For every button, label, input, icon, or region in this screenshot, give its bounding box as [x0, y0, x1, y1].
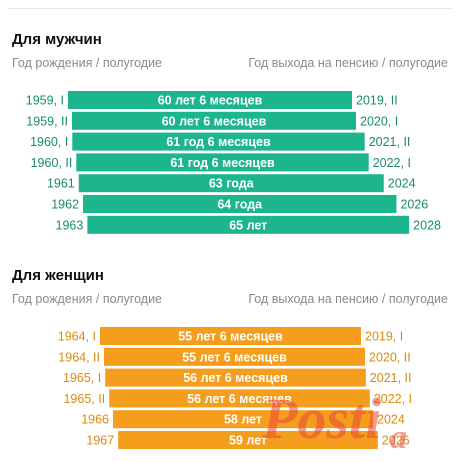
men-birth-year: 1959, I: [26, 94, 64, 108]
men-birth-year: 1963: [56, 218, 84, 232]
svg-text:a: a: [390, 419, 407, 456]
women-bar: [118, 431, 378, 449]
men-birth-year: 1961: [47, 177, 75, 191]
women-birth-year: 1965, I: [63, 371, 101, 385]
watermark-logo: Posti a: [261, 386, 407, 456]
svg-text:Posti: Posti: [261, 386, 381, 451]
men-bar: [83, 195, 397, 213]
women-birth-year: 1964, I: [58, 330, 96, 344]
women-bar-label: 55 лет 6 месяцев: [182, 350, 287, 364]
men-bar-label: 61 год 6 месяцев: [170, 156, 275, 170]
women-bar-label: 59 лет: [229, 434, 267, 448]
men-bar: [72, 132, 365, 151]
women-bar-label: 58 лет: [224, 413, 262, 427]
men-birth-year: 1960, II: [31, 156, 73, 170]
men-retirement-year: 2022, I: [373, 156, 411, 170]
women-retirement-header: Год выхода на пенсию / полугодие: [248, 292, 448, 306]
men-bar: [76, 153, 369, 172]
women-birth-year: 1966: [81, 413, 109, 427]
women-birth-header: Год рождения / полугодие: [12, 292, 162, 306]
women-retirement-year: 2021, II: [370, 371, 412, 385]
women-bar: [109, 389, 370, 408]
women-bar: [100, 327, 361, 345]
women-bar: [104, 347, 365, 366]
women-retirement-year: 2020, II: [369, 350, 411, 364]
men-bar-label: 61 год 6 месяцев: [166, 135, 271, 149]
women-retirement-year: 2022, I: [374, 392, 412, 406]
men-birth-header: Год рождения / полугодие: [12, 56, 162, 70]
men-bar: [87, 215, 410, 234]
women-bar-label: 56 лет 6 месяцев: [183, 371, 288, 385]
men-birth-year: 1959, II: [26, 114, 68, 128]
men-retirement-header: Год выхода на пенсию / полугодие: [248, 56, 448, 70]
men-bar-label: 65 лет: [229, 218, 267, 232]
women-bar: [113, 410, 373, 429]
men-retirement-year: 2028: [413, 218, 441, 232]
men-bar-label: 60 лет 6 месяцев: [162, 114, 267, 128]
top-divider: [8, 8, 452, 9]
men-bar-label: 60 лет 6 месяцев: [158, 94, 263, 108]
women-bar-label: 56 лет 6 месяцев: [187, 392, 292, 406]
men-retirement-year: 2024: [388, 177, 416, 191]
men-retirement-year: 2021, II: [369, 135, 411, 149]
men-bar-label: 63 года: [209, 177, 255, 191]
men-birth-year: 1960, I: [30, 135, 68, 149]
women-bar: [105, 368, 366, 387]
women-birth-year: 1965, II: [63, 392, 105, 406]
men-bar: [72, 111, 356, 130]
women-bar-label: 55 лет 6 месяцев: [178, 330, 283, 344]
women-birth-year: 1964, II: [58, 350, 100, 364]
men-bar-label: 64 года: [217, 198, 263, 212]
men-bar: [68, 91, 352, 109]
men-retirement-year: 2026: [400, 198, 428, 212]
men-retirement-year: 2020, I: [360, 114, 398, 128]
women-section-title: Для женщин: [12, 267, 104, 284]
women-retirement-year: 2019, I: [365, 330, 403, 344]
men-bar: [78, 174, 384, 193]
men-section-title: Для мужчин: [12, 31, 102, 48]
women-retirement-year: 2026: [382, 434, 410, 448]
men-birth-year: 1962: [51, 198, 79, 212]
women-retirement-year: 2024: [377, 413, 405, 427]
men-retirement-year: 2019, II: [356, 94, 398, 108]
women-birth-year: 1967: [86, 434, 114, 448]
